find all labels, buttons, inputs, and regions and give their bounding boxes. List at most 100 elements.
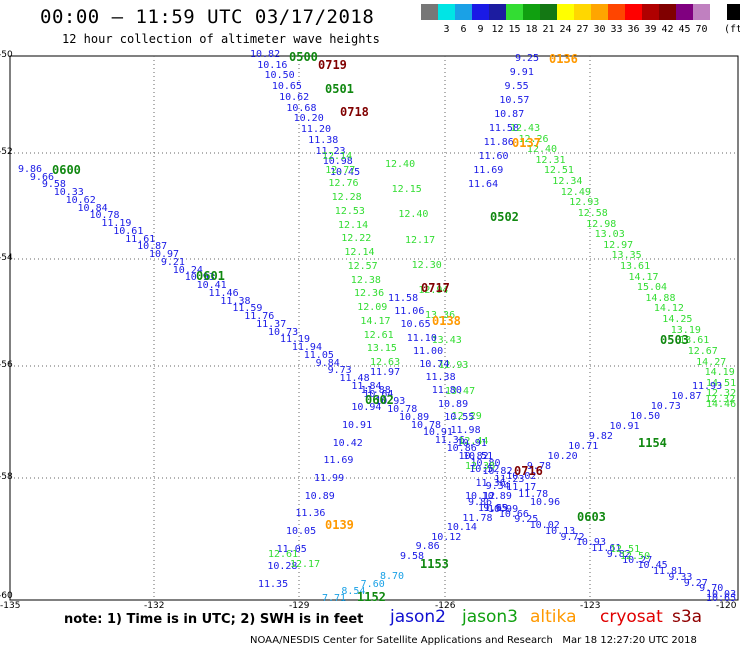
wave-height-value: 12.30 bbox=[411, 259, 442, 271]
wave-height-value: 11.69 bbox=[473, 165, 504, 176]
wave-height-value: 10.71 bbox=[568, 441, 599, 452]
wave-height-value: 10.65 bbox=[706, 593, 737, 604]
wave-height-value: 10.20 bbox=[293, 113, 324, 125]
wave-height-value: 11.36 bbox=[295, 508, 326, 520]
satellite-legend-jason2: jason2 bbox=[390, 607, 446, 627]
legend-label: 21 bbox=[542, 24, 555, 35]
wave-height-value: 11.05 bbox=[303, 349, 334, 361]
wave-height-value: 10.89 bbox=[304, 490, 335, 502]
wave-height-value: 11.05 bbox=[276, 543, 307, 555]
wave-height-value: 12.22 bbox=[341, 233, 372, 245]
wave-height-value: 10.16 bbox=[257, 59, 288, 71]
wave-height-value: 11.19 bbox=[101, 218, 132, 230]
pass-label: 1152 bbox=[357, 590, 386, 604]
pass-label: 0716 bbox=[514, 464, 543, 478]
wave-height-value: 12.15 bbox=[391, 184, 422, 196]
lon-tick-label: -126 bbox=[435, 601, 456, 611]
wave-height-value: 10.87 bbox=[137, 241, 168, 253]
wave-height-value: 9.91 bbox=[509, 67, 534, 78]
wave-height-value: 7.60 bbox=[360, 578, 385, 590]
wave-height-value: 10.78 bbox=[410, 419, 442, 431]
lat-tick-label: -54 bbox=[0, 253, 13, 263]
legend-swatch bbox=[727, 4, 740, 20]
wave-height-value: 10.78 bbox=[89, 210, 120, 222]
wave-height-value: 10.03 bbox=[706, 589, 737, 601]
wave-height-value: 13.35 bbox=[611, 250, 642, 262]
wave-height-value: 10.87 bbox=[671, 391, 702, 402]
wave-height-value: 12.17 bbox=[290, 559, 321, 570]
pass-label: 0138 bbox=[432, 314, 461, 328]
wave-height-value: 12.76 bbox=[328, 178, 359, 190]
lon-tick-label: -135 bbox=[0, 601, 21, 611]
legend-unit: (ft) bbox=[724, 24, 740, 35]
wave-height-value: 9.34 bbox=[485, 481, 510, 492]
legend-label: 18 bbox=[525, 24, 538, 35]
wave-height-value: 12.09 bbox=[357, 302, 388, 314]
wave-height-value: 11.36 bbox=[475, 477, 506, 489]
wave-height-value: 10.82 bbox=[458, 450, 489, 462]
lon-tick-label: -120 bbox=[716, 601, 737, 611]
wave-height-value: 9.86 bbox=[415, 541, 440, 553]
pass-label: 0718 bbox=[340, 105, 369, 119]
wave-height-value: 10.65 bbox=[271, 81, 302, 93]
wave-height-value: 9.86 bbox=[18, 164, 43, 175]
wave-height-value: 11.93 bbox=[692, 381, 723, 392]
wave-height-value: 12.98 bbox=[586, 218, 617, 230]
wave-height-value: 11.80 bbox=[431, 385, 462, 397]
wave-height-value: 11.58 bbox=[488, 123, 519, 134]
wave-height-value: 12.93 bbox=[569, 197, 600, 209]
wave-height-value: 13.03 bbox=[594, 229, 625, 241]
wave-height-value: 11.59 bbox=[232, 303, 263, 315]
wave-height-value: 12.50 bbox=[620, 551, 651, 562]
lat-tick-label: -60 bbox=[0, 591, 13, 601]
wave-height-value: 10.91 bbox=[456, 438, 487, 450]
wave-height-value: 8.70 bbox=[380, 571, 405, 582]
wave-height-value: 12.31 bbox=[535, 154, 566, 166]
wave-height-value: 10.93 bbox=[375, 396, 406, 408]
map-subtitle: 12 hour collection of altimeter wave hei… bbox=[62, 32, 380, 46]
wave-height-value: 13.36 bbox=[425, 310, 456, 321]
wave-height-value: 10.12 bbox=[465, 491, 496, 502]
wave-height-value: 14.12 bbox=[653, 303, 684, 315]
wave-height-value: 10.27 bbox=[622, 554, 653, 566]
wave-height-value: 12.77 bbox=[325, 164, 356, 176]
wave-height-value: 12.51 bbox=[543, 165, 574, 177]
wave-height-value: 9.82 bbox=[606, 548, 631, 560]
legend-label: 42 bbox=[661, 24, 674, 35]
map-title: 00:00 – 11:59 UTC 03/17/2018 bbox=[40, 6, 375, 28]
wave-height-value: 11.64 bbox=[468, 179, 499, 190]
wave-height-value: 10.98 bbox=[322, 156, 353, 168]
wave-height-value: 10.12 bbox=[431, 531, 462, 543]
wave-height-value: 11.48 bbox=[339, 373, 370, 385]
wave-height-value: 12.32 bbox=[705, 394, 736, 405]
wave-height-value: 15.04 bbox=[636, 282, 668, 294]
wave-height-value: 10.45 bbox=[330, 167, 361, 178]
lat-tick-label: -52 bbox=[0, 147, 13, 157]
wave-height-value: 9.72 bbox=[560, 531, 585, 543]
lat-tick-label: -58 bbox=[0, 472, 13, 482]
wave-height-value: 10.41 bbox=[196, 280, 227, 292]
wave-height-value: 10.91 bbox=[609, 421, 640, 432]
pass-label: 0502 bbox=[490, 210, 519, 224]
wave-height-value: 10.97 bbox=[148, 249, 180, 261]
wave-height-value: 9.84 bbox=[315, 357, 340, 369]
wave-height-value: 10.84 bbox=[77, 202, 108, 214]
wave-height-value: 12.61 bbox=[363, 329, 394, 341]
wave-height-value: 10.96 bbox=[530, 497, 561, 508]
wave-height-value: 11.86 bbox=[483, 137, 514, 148]
wave-height-value: 11.61 bbox=[591, 543, 622, 555]
wave-height-value: 10.91 bbox=[422, 427, 453, 439]
pass-label: 0601 bbox=[196, 269, 225, 283]
wave-height-value: 11.94 bbox=[291, 342, 322, 354]
wave-height-value: 12.58 bbox=[577, 207, 608, 219]
plot-frame bbox=[9, 55, 739, 601]
wave-height-value: 10.87 bbox=[494, 109, 525, 120]
wave-height-value: 10.68 bbox=[286, 102, 317, 114]
pass-label: 0139 bbox=[325, 518, 354, 532]
pass-label: 0501 bbox=[325, 82, 354, 96]
wave-height-value: 10.20 bbox=[547, 451, 578, 462]
wave-height-value: 14.46 bbox=[706, 399, 737, 410]
wave-height-value: 10.94 bbox=[351, 402, 382, 414]
wave-height-value: 8.54 bbox=[341, 586, 366, 598]
wave-height-value: 12.38 bbox=[350, 274, 381, 286]
